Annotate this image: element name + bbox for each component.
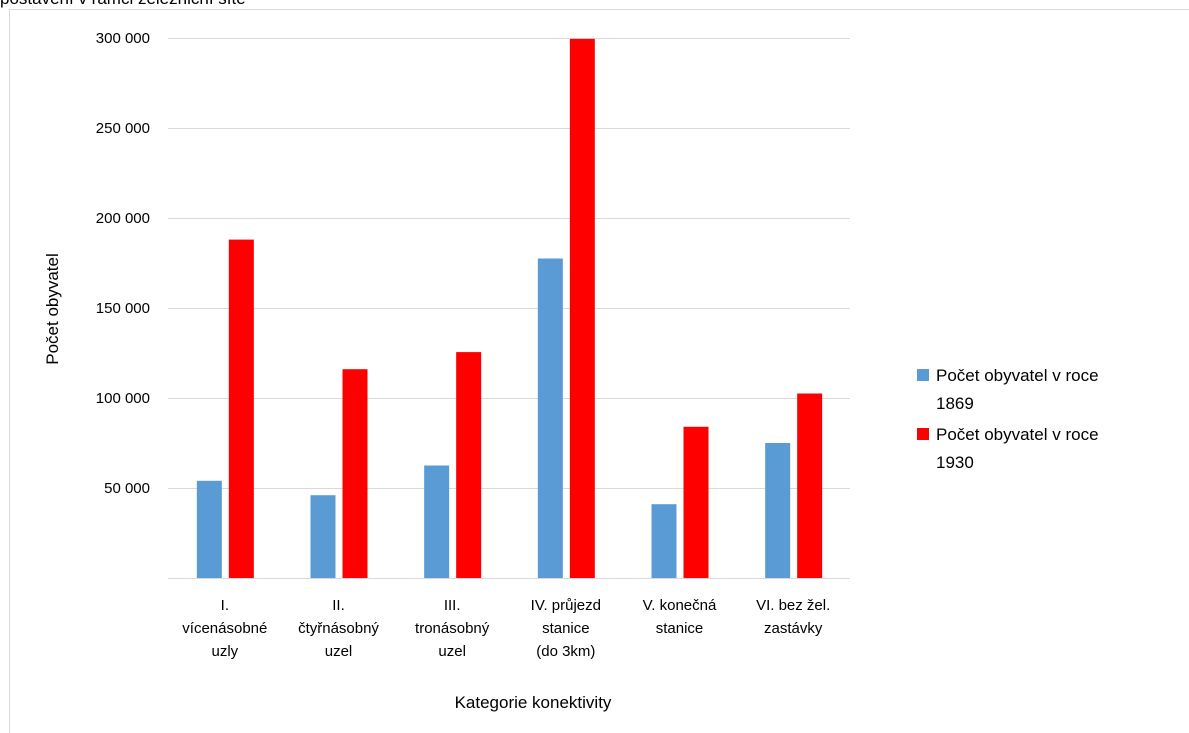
x-tick-label: II. čtyřnásobný uzel [298,597,379,660]
legend-swatch [917,369,929,381]
y-tick-label: 150 000 [96,300,150,317]
bar-series-2 [228,239,254,578]
bar-series-1 [310,495,336,578]
x-tick-label: V. konečná stanice [643,597,717,637]
y-axis-tick-labels: 50 000 100 000 150 000 200 000 250 000 300 00… [96,30,150,497]
bars [196,38,823,578]
y-tick-label: 300 000 [96,30,150,47]
bar-series-1 [765,443,791,578]
bar-series-2 [569,38,595,578]
bar-series-1 [651,504,677,578]
x-tick-label: VI. bez žel. zastávky [756,597,830,637]
legend-label: Počet obyvatel v roce 1869 [936,366,1099,413]
bar-series-2 [683,426,709,578]
x-axis-title: Kategorie konektivity [455,693,612,712]
legend: Počet obyvatel v roce 1869 Počet obyvatel … [917,366,1099,472]
y-tick-label: 100 000 [96,390,150,407]
legend-swatch [917,428,929,440]
bar-series-1 [196,480,222,578]
gridlines [168,38,850,579]
legend-label: Počet obyvatel v roce 1930 [936,425,1099,472]
bar-series-2 [342,369,368,578]
y-tick-label: 50 000 [104,480,150,497]
bar-series-1 [424,465,450,578]
x-tick-label: III. tronásobný uzel [415,597,490,660]
x-tick-label: IV. průjezd stanice (do 3km) [531,597,601,660]
bar-series-1 [537,258,563,578]
bar-series-2 [797,393,823,578]
y-tick-label: 250 000 [96,120,150,137]
x-tick-label: I. vícenásobné uzly [182,597,267,660]
x-axis-tick-labels: I. vícenásobné uzly II. čtyřnásobný uzel III. t… [182,597,830,660]
bar-series-2 [456,352,482,578]
chart-title-partial: postavení v rámci železniční sítě [0,0,246,8]
y-tick-label: 200 000 [96,210,150,227]
y-axis-title: Počet obyvatel [43,253,62,365]
